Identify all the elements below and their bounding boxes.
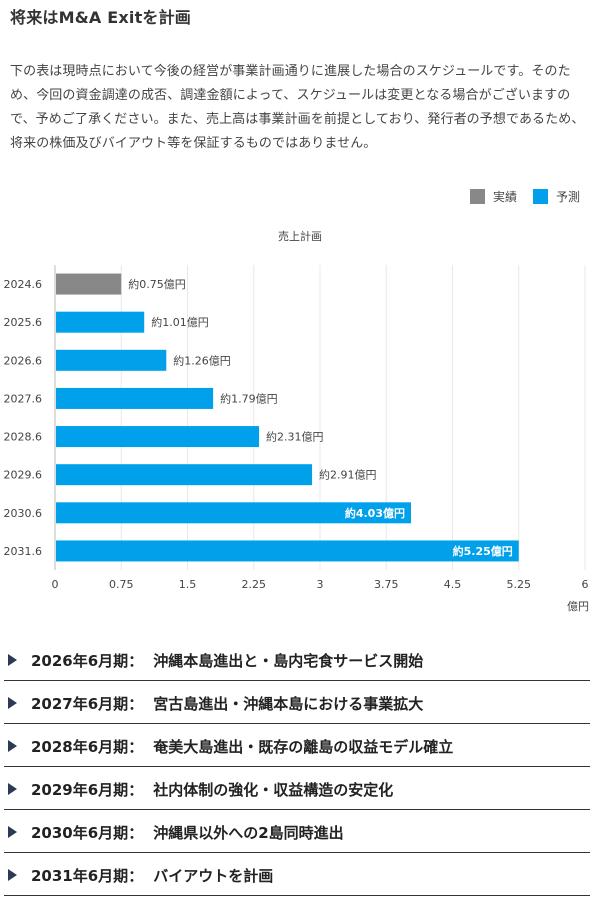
milestone-separator: ：: [128, 737, 144, 756]
legend-item-forecast: 予測: [532, 188, 580, 205]
x-tick-label: 5.25: [507, 578, 532, 591]
milestone-item: 2028年6月期 ： 奄美大島進出・既存の離島の収益モデル確立: [4, 724, 590, 767]
bar-data-label: 約0.75億円: [128, 277, 186, 291]
x-tick-label: 3: [317, 578, 324, 591]
y-tick-label: 2026.6: [4, 354, 43, 367]
page-title: 将来はM&A Exitを計画: [10, 8, 192, 27]
milestone-period: 2030年6月期: [31, 823, 129, 842]
y-tick-label: 2029.6: [4, 469, 43, 482]
milestone-item: 2029年6月期 ： 社内体制の強化・収益構造の安定化: [4, 767, 590, 810]
bar-data-label: 約2.91億円: [319, 468, 377, 482]
triangle-right-icon: [8, 697, 17, 709]
legend-item-actual: 実績: [469, 188, 517, 205]
bar: [56, 311, 145, 333]
milestone-text: 宮古島進出・沖縄本島における事業拡大: [153, 694, 424, 713]
y-tick-label: 2027.6: [4, 392, 43, 405]
milestone-period: 2031年6月期: [31, 866, 129, 885]
milestone-separator: ：: [128, 651, 144, 670]
milestone-separator: ：: [128, 694, 144, 713]
bar: [56, 502, 411, 524]
bar-data-label: 約1.26億円: [173, 353, 231, 367]
x-axis-label: 億円: [567, 600, 589, 613]
milestone-text: 沖縄本島進出と・島内宅食サービス開始: [153, 651, 424, 670]
bar: [56, 349, 167, 371]
bar-data-label: 約5.25億円: [453, 544, 513, 558]
triangle-right-icon: [8, 740, 17, 752]
bar: [56, 426, 260, 448]
triangle-right-icon: [8, 869, 17, 881]
legend-label-actual: 実績: [492, 190, 517, 204]
milestone-item: 2026年6月期 ： 沖縄本島進出と・島内宅食サービス開始: [4, 638, 590, 681]
sales-plan-chart: 売上計画 0 0.75 1.5 2.25 3 3.75 4.5 5.25 6 億円 2024.6 約0.…: [4, 229, 590, 613]
milestone-item: 2031年6月期 ： バイアウトを計画: [4, 853, 590, 896]
milestone-list: 2026年6月期 ： 沖縄本島進出と・島内宅食サービス開始 2027年6月期 ：…: [4, 638, 590, 896]
milestone-separator: ：: [128, 823, 144, 842]
milestone-text: 沖縄県以外への2島同時進出: [153, 823, 344, 842]
milestone-period: 2028年6月期: [31, 737, 129, 756]
milestone-separator: ：: [128, 866, 144, 885]
bar-data-label: 約4.03億円: [345, 506, 405, 520]
y-tick-label: 2028.6: [4, 431, 43, 444]
triangle-right-icon: [8, 654, 17, 666]
milestone-text: 奄美大島進出・既存の離島の収益モデル確立: [153, 737, 454, 756]
y-tick-label: 2030.6: [4, 507, 43, 520]
milestone-period: 2026年6月期: [31, 651, 129, 670]
milestone-item: 2027年6月期 ： 宮古島進出・沖縄本島における事業拡大: [4, 681, 590, 724]
x-tick-label: 0: [52, 578, 59, 591]
bar: [56, 464, 313, 486]
milestone-period: 2029年6月期: [31, 780, 129, 799]
legend-label-forecast: 予測: [555, 190, 580, 204]
milestone-item: 2030年6月期 ： 沖縄県以外への2島同時進出: [4, 810, 590, 853]
milestone-period: 2027年6月期: [31, 694, 129, 713]
bar: [56, 387, 214, 409]
y-tick-label: 2024.6: [4, 278, 43, 291]
legend-swatch-actual: [469, 189, 485, 204]
bar: [56, 540, 519, 562]
milestone-text: バイアウトを計画: [153, 866, 274, 885]
triangle-right-icon: [8, 783, 17, 795]
legend-swatch-forecast: [532, 189, 548, 204]
y-tick-label: 2031.6: [4, 545, 43, 558]
description-text: 下の表は現時点において今後の経営が事業計画通りに進展した場合のスケジュールです。…: [10, 64, 585, 151]
bar-data-label: 約1.01億円: [151, 315, 209, 329]
triangle-right-icon: [8, 826, 17, 838]
chart-legend: 実績 予測: [454, 188, 580, 205]
milestone-text: 社内体制の強化・収益構造の安定化: [153, 780, 394, 799]
bar-data-label: 約2.31億円: [266, 430, 324, 444]
bar: [56, 273, 122, 295]
y-tick-label: 2025.6: [4, 316, 43, 329]
x-tick-label: 0.75: [109, 578, 134, 591]
milestone-separator: ：: [128, 780, 144, 799]
x-tick-label: 6: [582, 578, 589, 591]
x-tick-label: 3.75: [374, 578, 399, 591]
bar-data-label: 約1.79億円: [220, 391, 278, 405]
x-tick-label: 1.5: [179, 578, 197, 591]
x-tick-label: 4.5: [444, 578, 462, 591]
x-tick-label: 2.25: [242, 578, 267, 591]
chart-title: 売上計画: [278, 229, 322, 243]
